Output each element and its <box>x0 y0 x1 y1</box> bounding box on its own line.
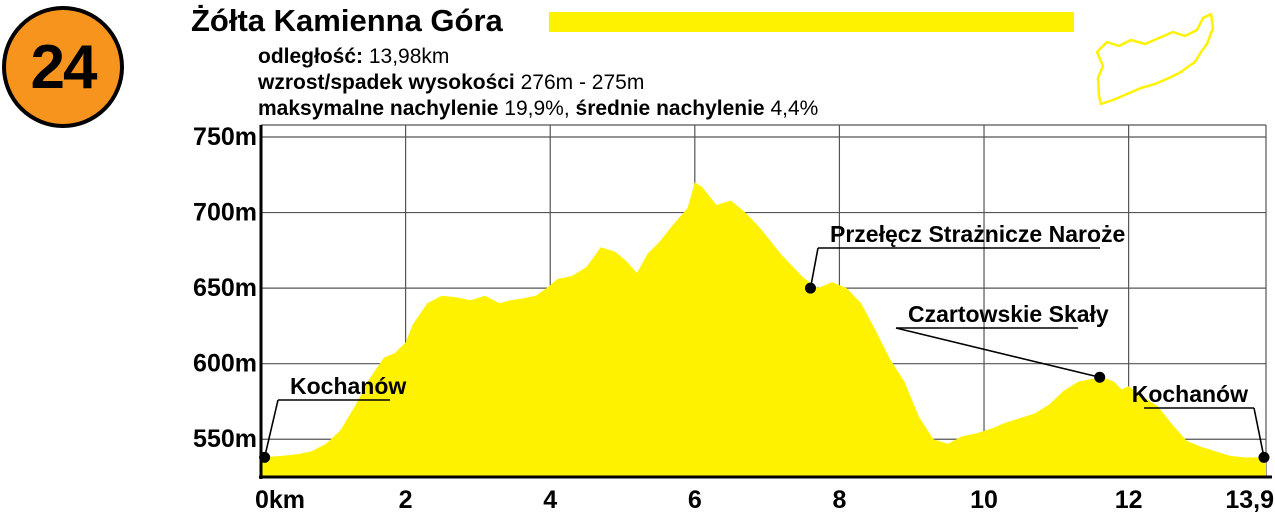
max-slope-value: 19,9%, <box>498 97 576 120</box>
y-tick-label: 550m <box>193 425 257 453</box>
avg-slope-value: 4,4% <box>764 97 819 120</box>
route-outline <box>1095 12 1215 106</box>
x-axis-ticks: 0km 2 4 6 8 10 12 13,9 <box>255 486 1274 514</box>
annotation-label: Przełęcz Strażnicze Naroże <box>830 221 1125 247</box>
annotation-leader <box>809 247 819 289</box>
annotation-leader <box>263 399 279 458</box>
slope-row: maksymalne nachylenie 19,9%, średnie nac… <box>258 96 818 122</box>
y-tick-label: 750m <box>193 123 257 151</box>
annotation-point <box>259 451 271 463</box>
x-tick-label: 12 <box>1115 486 1143 514</box>
chart-axes <box>259 125 1272 479</box>
trail-color-bar <box>549 12 1074 32</box>
route-map-icon <box>1095 12 1215 106</box>
elevation-value: 276m - 275m <box>514 71 645 94</box>
annotation-point <box>1258 451 1270 463</box>
y-axis-ticks: 550m 600m 650m 700m 750m <box>193 123 257 453</box>
annotation: Przełęcz Strażnicze Naroże <box>804 221 1125 294</box>
distance-label: odległość: <box>258 45 364 68</box>
annotation: Kochanów <box>259 373 406 463</box>
y-tick-label: 600m <box>193 350 257 378</box>
annotation-label: Kochanów <box>290 373 406 399</box>
x-tick-label: 10 <box>970 486 998 514</box>
route-title: Żółta Kamienna Góra <box>191 3 503 38</box>
x-tick-label: 0km <box>255 486 305 514</box>
annotation-leader <box>895 327 1100 379</box>
distance-row: odległość: 13,98km <box>258 44 818 70</box>
x-tick-label: 4 <box>543 486 557 514</box>
annotation-label: Kochanów <box>1132 381 1248 407</box>
route-stats: odległość: 13,98km wzrost/spadek wysokoś… <box>258 44 818 122</box>
y-tick-label: 650m <box>193 274 257 302</box>
annotation-label: Czartowskie Skały <box>908 301 1109 327</box>
x-tick-label: 13,9 <box>1225 486 1274 514</box>
x-tick-label: 8 <box>832 486 846 514</box>
point-annotations: Kochanów Przełęcz Strażnicze Naroże Czarto… <box>259 221 1270 463</box>
elevation-area <box>261 182 1266 478</box>
elevation-label: wzrost/spadek wysokości <box>258 71 515 94</box>
distance-value: 13,98km <box>363 45 450 68</box>
route-number: 24 <box>30 32 98 102</box>
annotation: Czartowskie Skały <box>895 301 1109 383</box>
x-tick-label: 2 <box>399 486 413 514</box>
annotation: Kochanów <box>1132 381 1270 463</box>
avg-slope-label: średnie nachylenie <box>575 97 765 120</box>
annotation-point <box>1094 371 1106 383</box>
annotation-leader <box>1253 407 1265 458</box>
y-tick-label: 700m <box>193 199 257 227</box>
route-number-badge: 24 <box>2 6 124 128</box>
elevation-row: wzrost/spadek wysokości 276m - 275m <box>258 70 818 96</box>
annotation-point <box>804 282 816 294</box>
max-slope-label: maksymalne nachylenie <box>258 97 499 120</box>
x-tick-label: 6 <box>688 486 702 514</box>
